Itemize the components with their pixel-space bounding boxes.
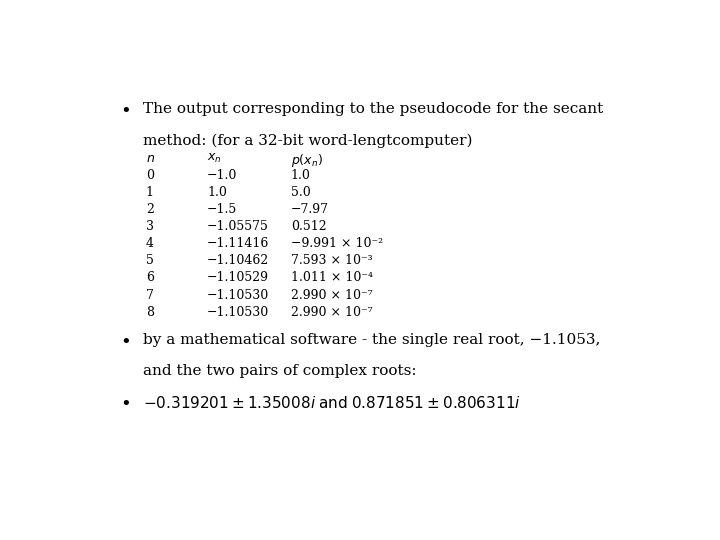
- Text: −1.10530: −1.10530: [207, 288, 269, 301]
- Text: 1.0: 1.0: [207, 186, 227, 199]
- Text: method: (for a 32-bit word-lengtcomputer): method: (for a 32-bit word-lengtcomputer…: [143, 133, 472, 148]
- Text: 3: 3: [145, 220, 154, 233]
- Text: 2.990 × 10⁻⁷: 2.990 × 10⁻⁷: [291, 288, 372, 301]
- Text: −1.10529: −1.10529: [207, 272, 269, 285]
- Text: 7: 7: [145, 288, 153, 301]
- Text: −1.05575: −1.05575: [207, 220, 269, 233]
- Text: and the two pairs of complex roots:: and the two pairs of complex roots:: [143, 364, 417, 378]
- Text: 7.593 × 10⁻³: 7.593 × 10⁻³: [291, 254, 372, 267]
- Text: −1.5: −1.5: [207, 203, 238, 216]
- Text: $x_n$: $x_n$: [207, 152, 222, 165]
- Text: 4: 4: [145, 238, 154, 251]
- Text: −1.0: −1.0: [207, 169, 238, 182]
- Text: 5: 5: [145, 254, 153, 267]
- Text: •: •: [121, 395, 132, 413]
- Text: 6: 6: [145, 272, 154, 285]
- Text: 8: 8: [145, 306, 154, 319]
- Text: −1.10530: −1.10530: [207, 306, 269, 319]
- Text: 5.0: 5.0: [291, 186, 310, 199]
- Text: −9.991 × 10⁻²: −9.991 × 10⁻²: [291, 238, 383, 251]
- Text: The output corresponding to the pseudocode for the secant: The output corresponding to the pseudoco…: [143, 102, 603, 116]
- Text: 2.990 × 10⁻⁷: 2.990 × 10⁻⁷: [291, 306, 372, 319]
- Text: •: •: [121, 102, 132, 120]
- Text: 2: 2: [145, 203, 153, 216]
- Text: 1: 1: [145, 186, 154, 199]
- Text: by a mathematical software - the single real root, −1.1053,: by a mathematical software - the single …: [143, 333, 600, 347]
- Text: $-0.319201 \pm 1.35008i$$\;\mathrm{and}\;$$0.871851 \pm 0.806311i$: $-0.319201 \pm 1.35008i$$\;\mathrm{and}\…: [143, 395, 521, 411]
- Text: 1.011 × 10⁻⁴: 1.011 × 10⁻⁴: [291, 272, 373, 285]
- Text: $n$: $n$: [145, 152, 155, 165]
- Text: −7.97: −7.97: [291, 203, 329, 216]
- Text: −1.11416: −1.11416: [207, 238, 269, 251]
- Text: $p(x_n)$: $p(x_n)$: [291, 152, 323, 169]
- Text: •: •: [121, 333, 132, 351]
- Text: −1.10462: −1.10462: [207, 254, 269, 267]
- Text: 1.0: 1.0: [291, 169, 311, 182]
- Text: 0.512: 0.512: [291, 220, 326, 233]
- Text: 0: 0: [145, 169, 154, 182]
